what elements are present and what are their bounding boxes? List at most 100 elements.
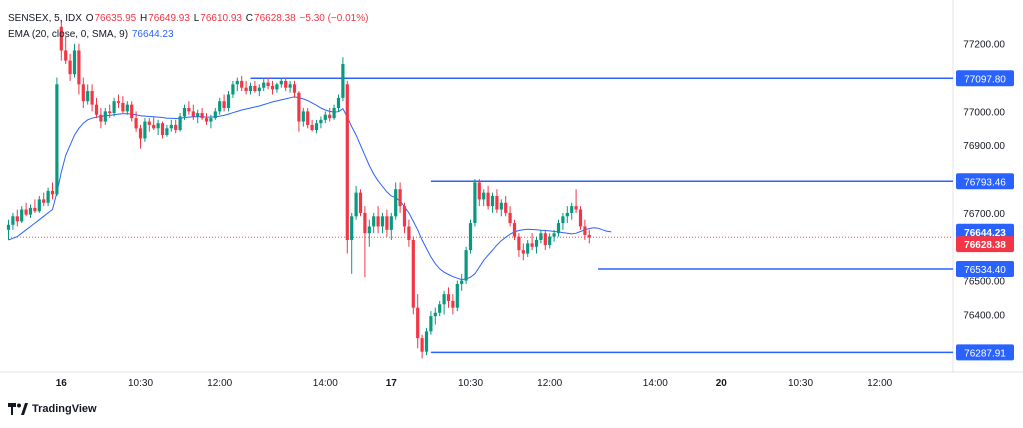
- candle-body: [253, 86, 257, 92]
- candle-body: [416, 307, 420, 339]
- candle-body: [262, 82, 266, 88]
- change-value: −5.30 (−0.01%): [299, 13, 369, 24]
- brand-name: TradingView: [32, 403, 97, 415]
- candle-body: [565, 212, 569, 217]
- last-price-label: 76628.38: [964, 240, 1006, 251]
- high-value: 76649.93: [148, 13, 190, 24]
- x-tick-label: 10:30: [458, 378, 483, 389]
- candle-body: [152, 124, 156, 129]
- candle-body: [24, 209, 28, 215]
- candle-body: [50, 190, 55, 195]
- ema-value: 76644.23: [131, 29, 174, 40]
- candle-body: [517, 236, 521, 251]
- candle-body: [42, 199, 46, 203]
- y-tick-label: 76700.00: [963, 209, 1005, 220]
- candle-body: [438, 304, 442, 313]
- candle-body: [385, 216, 389, 230]
- candle-body: [389, 216, 393, 230]
- candle-body: [446, 294, 451, 301]
- candle-body: [442, 294, 446, 305]
- ema-label: EMA (20, close, 0, SMA, 9): [8, 29, 129, 40]
- candle-body: [451, 300, 455, 308]
- high-label: H: [139, 13, 148, 24]
- candle-body: [350, 216, 354, 240]
- low-label: L: [193, 13, 200, 24]
- y-tick-label: 77000.00: [963, 107, 1005, 118]
- candle-body: [125, 104, 129, 112]
- candle-body: [86, 91, 90, 102]
- level-price-label: 77097.80: [964, 74, 1006, 85]
- candle-body: [288, 84, 292, 88]
- candle-body: [411, 240, 415, 308]
- candle-body: [367, 226, 371, 234]
- candle-body: [376, 216, 380, 227]
- candle-body: [134, 118, 138, 129]
- level-price-label: 76287.91: [964, 348, 1006, 359]
- candle-body: [112, 101, 116, 114]
- level-price-tag: [956, 70, 1014, 87]
- candle-body: [583, 226, 587, 235]
- candle-body: [354, 192, 358, 217]
- close-label: C: [245, 13, 254, 24]
- tradingview-logo-icon: [8, 403, 28, 415]
- candle-body: [574, 206, 578, 210]
- candle-body: [99, 114, 103, 122]
- candle-body: [477, 182, 481, 200]
- candle-body: [319, 119, 323, 124]
- candle-body: [182, 108, 187, 117]
- candle-body: [482, 192, 486, 200]
- candle-body: [556, 223, 561, 234]
- candle-body: [402, 206, 407, 227]
- candle-body: [468, 223, 473, 251]
- candle-body: [363, 212, 367, 234]
- open-value: 76635.95: [94, 13, 137, 24]
- candle-body: [59, 26, 63, 51]
- candle-body: [499, 202, 503, 210]
- candle-body: [72, 50, 77, 75]
- x-tick-label: 14:00: [313, 378, 338, 389]
- tradingview-logo[interactable]: TradingView: [8, 403, 97, 415]
- candle-body: [68, 60, 72, 75]
- ema-legend: EMA (20, close, 0, SMA, 9) 76644.23: [8, 29, 175, 40]
- low-value: 76610.93: [200, 13, 242, 24]
- candle-body: [486, 192, 490, 207]
- candle-body: [543, 233, 547, 246]
- candle-body: [508, 212, 512, 224]
- candle-body: [306, 111, 310, 125]
- candle-body: [160, 123, 165, 136]
- x-tick-label: 12:00: [537, 378, 562, 389]
- ohlc-legend: SENSEX, 5, IDX O76635.95 H76649.93 L7661…: [8, 13, 369, 24]
- candle-body: [521, 250, 525, 254]
- candle-body: [200, 113, 204, 119]
- candle-body: [473, 182, 477, 224]
- candle-body: [336, 97, 341, 108]
- candle-body: [222, 101, 226, 108]
- y-tick-label: 77200.00: [963, 40, 1005, 51]
- last-price-tag: [956, 236, 1014, 253]
- candle-body: [578, 209, 583, 227]
- candle-body: [169, 124, 173, 129]
- candle-body: [570, 206, 574, 213]
- x-tick-label: 17: [386, 378, 398, 389]
- candle-body: [81, 84, 85, 102]
- candle-body: [420, 338, 424, 352]
- candle-body: [187, 108, 191, 112]
- level-price-tag: [956, 344, 1014, 361]
- close-value: 76628.38: [254, 13, 296, 24]
- open-label: O: [85, 13, 94, 24]
- candle-body: [257, 87, 261, 92]
- level-price-tag: [956, 173, 1014, 190]
- candle-body: [196, 113, 200, 117]
- candle-body: [37, 199, 41, 212]
- candles-group: [6, 20, 591, 359]
- candle-body: [46, 190, 50, 203]
- ema-price-tag: [956, 223, 1014, 240]
- candle-body: [530, 243, 534, 247]
- candle-body: [235, 80, 239, 85]
- candle-body: [156, 123, 160, 129]
- y-tick-label: 76900.00: [963, 141, 1005, 152]
- candle-body: [407, 226, 411, 240]
- candle-body: [204, 118, 209, 122]
